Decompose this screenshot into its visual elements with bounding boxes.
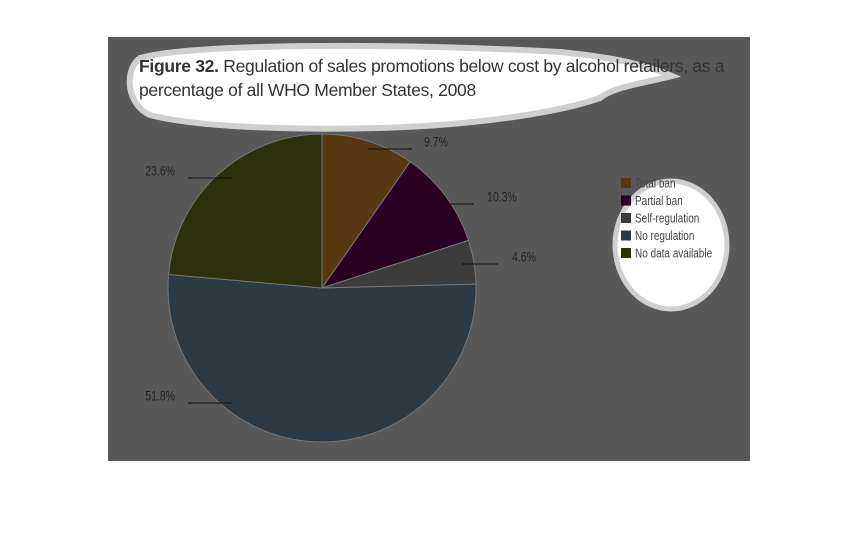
legend-swatch [621,195,631,206]
data-label: 23.6% [145,163,175,179]
legend-label: Total ban [635,177,676,190]
pie-slice [167,273,477,443]
pie-slice [320,161,470,289]
data-label: 51.8% [145,388,175,404]
legend-swatch [621,213,631,223]
legend-swatch [621,248,631,258]
pie-slice [168,133,323,289]
figure-label: Figure 32. [139,56,219,76]
legend-label: No regulation [635,230,694,243]
pie-slice [321,133,411,290]
pie: 9.7% 10.3% 4.6% 51.8% 23.6% [145,133,536,443]
legend: Total ban Partial ban Self-regulation No re… [621,177,712,261]
legend-swatch [621,178,631,188]
data-label: 10.3% [487,189,517,205]
title-backdrop [126,42,681,132]
legend-label: Partial ban [635,195,683,208]
data-label: 4.6% [512,249,536,265]
title-text: Regulation of sales promotions below cos… [139,56,725,100]
legend-swatch [621,230,631,241]
legend-label: Self-regulation [635,212,699,225]
chart-title: Figure 32. Regulation of sales promotion… [139,54,754,102]
data-label: 9.7% [424,134,448,150]
legend-backdrop [612,178,730,312]
legend-label: No data available [635,247,712,260]
